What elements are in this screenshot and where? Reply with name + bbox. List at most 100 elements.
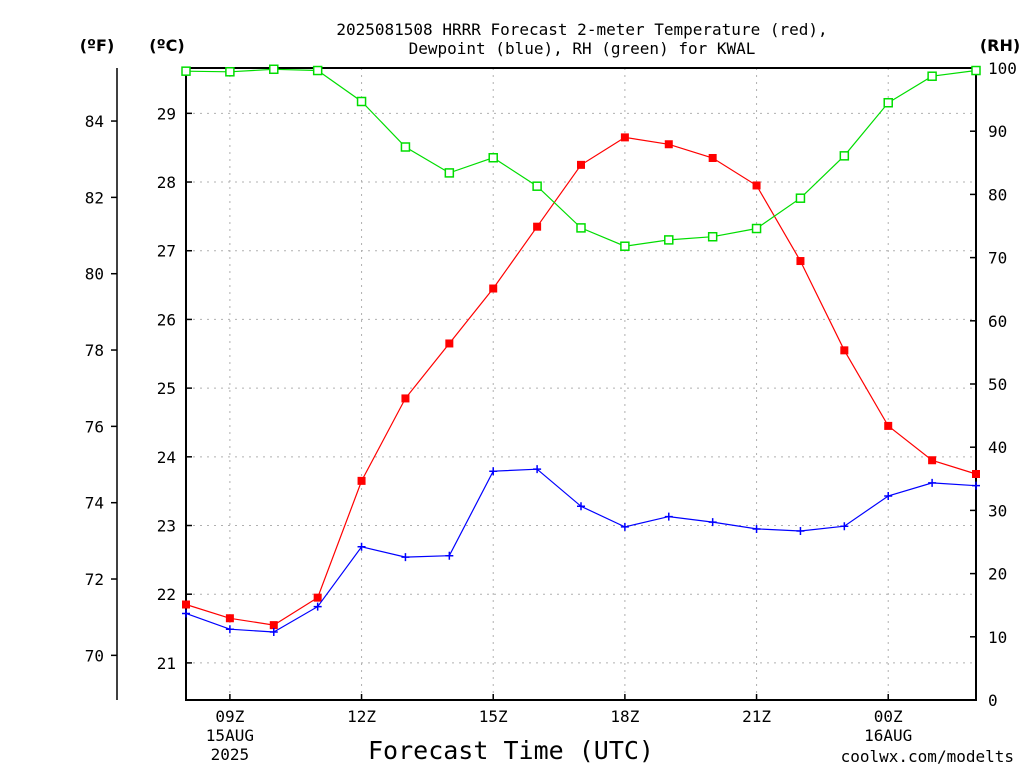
temperature-point — [401, 394, 410, 403]
temperature-point — [182, 600, 190, 609]
fahrenheit-tick-label: 74 — [85, 494, 104, 513]
fahrenheit-axis: 70 72 74 76 78 80 82 84 — [85, 112, 117, 665]
temperature-point — [269, 621, 278, 630]
series-layer — [181, 64, 981, 636]
celsius-tick-label: 21 — [157, 654, 176, 673]
rh-point — [400, 142, 411, 152]
dewpoint-point — [489, 467, 498, 476]
rh-tick-label: 100 — [988, 59, 1017, 78]
dewpoint-point — [313, 602, 322, 611]
dewpoint-point — [620, 522, 629, 531]
chart-title: 2025081508 HRRR Forecast 2-meter Tempera… — [336, 20, 827, 58]
temperature-line — [185, 136, 977, 626]
celsius-tick-label: 24 — [157, 448, 176, 467]
rh-point — [883, 98, 893, 108]
chart-title-line-2: Dewpoint (blue), RH (green) for KWAL — [409, 39, 756, 58]
rh-point — [751, 223, 762, 234]
celsius-tick-label: 25 — [157, 379, 176, 398]
rh-tick-label: 50 — [988, 375, 1007, 394]
celsius-axis-unit: (ºC) — [149, 36, 184, 55]
rh-tick-label: 70 — [988, 249, 1007, 268]
celsius-tick-label: 22 — [157, 585, 176, 604]
fahrenheit-tick-label: 70 — [85, 646, 104, 665]
dewpoint-point — [664, 512, 673, 521]
celsius-axis: 21 22 23 24 25 26 27 28 29 — [157, 104, 192, 673]
temperature-point — [840, 346, 849, 355]
fahrenheit-tick-label: 82 — [85, 188, 104, 207]
temperature-point — [620, 133, 629, 142]
rh-point — [269, 64, 279, 75]
x-tick-date-label: 15AUG — [206, 726, 254, 745]
rh-axis-unit: (RH) — [980, 36, 1020, 55]
x-tick-label: 00Z — [874, 707, 903, 726]
temperature-point — [972, 469, 980, 478]
celsius-tick-label: 23 — [157, 517, 176, 536]
rh-point — [795, 193, 806, 203]
rh-point — [927, 71, 937, 81]
temperature-point — [489, 284, 498, 293]
dewpoint-point — [182, 609, 190, 618]
temperature-point — [664, 140, 673, 149]
dewpoint-point — [533, 465, 542, 474]
x-tick-label: 18Z — [610, 707, 639, 726]
fahrenheit-axis-unit: (ºF) — [80, 36, 115, 55]
rh-point — [664, 235, 674, 245]
x-tick-label: 12Z — [347, 707, 376, 726]
rh-point — [971, 65, 981, 76]
rh-series — [181, 64, 981, 251]
rh-point — [620, 241, 630, 251]
rh-axis: 0 10 20 30 40 50 60 70 80 90 100 — [970, 59, 1017, 710]
temperature-point — [533, 222, 542, 231]
temperature-point — [708, 153, 717, 162]
dewpoint-series — [182, 465, 980, 636]
rh-point — [356, 96, 367, 107]
rh-line — [185, 68, 977, 247]
temperature-point — [357, 476, 366, 485]
temperature-series — [182, 133, 980, 630]
chart-title-line-1: 2025081508 HRRR Forecast 2-meter Tempera… — [336, 20, 827, 39]
dewpoint-point — [840, 522, 849, 531]
watermark: coolwx.com/modelts — [841, 747, 1014, 766]
dewpoint-point — [796, 527, 805, 536]
temperature-point — [313, 593, 322, 602]
celsius-tick-label: 28 — [157, 173, 176, 192]
dewpoint-point — [752, 524, 761, 533]
temperature-point — [445, 339, 454, 348]
x-tick-date-label: 16AUG — [864, 726, 912, 745]
rh-point — [532, 181, 542, 191]
celsius-tick-label: 27 — [157, 242, 176, 261]
fahrenheit-tick-label: 80 — [85, 265, 104, 284]
dewpoint-point — [357, 542, 366, 551]
fahrenheit-tick-label: 76 — [85, 417, 104, 436]
x-tick-label: 09Z — [215, 707, 244, 726]
rh-point — [312, 65, 323, 76]
temperature-point — [577, 160, 585, 169]
temperature-point — [225, 614, 234, 623]
x-tick-year-label: 2025 — [211, 745, 250, 764]
temperature-point — [884, 421, 893, 430]
rh-tick-label: 60 — [988, 312, 1007, 331]
rh-point — [225, 67, 235, 77]
rh-tick-label: 90 — [988, 122, 1007, 141]
rh-point — [707, 231, 718, 242]
dewpoint-point — [445, 551, 454, 560]
dewpoint-point — [708, 518, 717, 527]
x-tick-label: 21Z — [742, 707, 771, 726]
fahrenheit-tick-label: 72 — [85, 570, 104, 589]
dewpoint-point — [225, 625, 234, 634]
rh-point — [576, 223, 586, 233]
temperature-point — [928, 456, 937, 465]
x-tick-label: 15Z — [479, 707, 508, 726]
dewpoint-point — [884, 491, 893, 500]
dewpoint-line — [185, 468, 977, 633]
rh-tick-label: 0 — [988, 691, 998, 710]
rh-tick-label: 40 — [988, 438, 1007, 457]
fahrenheit-tick-label: 84 — [85, 112, 104, 131]
dewpoint-point — [269, 627, 278, 636]
rh-point — [181, 66, 191, 76]
rh-tick-label: 30 — [988, 501, 1007, 520]
rh-point — [839, 151, 850, 161]
celsius-tick-label: 26 — [157, 310, 176, 329]
